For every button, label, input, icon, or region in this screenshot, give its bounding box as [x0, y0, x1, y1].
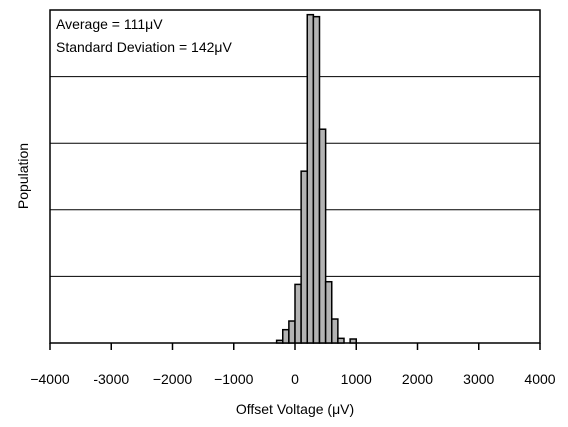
histogram-bar — [337, 337, 345, 344]
histogram-bar — [300, 170, 308, 344]
x-tick-label: 3000 — [463, 371, 494, 387]
grid-lines — [50, 76, 540, 277]
histogram-bar — [312, 15, 321, 344]
histogram-bars — [275, 13, 357, 344]
histogram-bar — [282, 328, 290, 344]
histogram-bar — [294, 283, 302, 344]
histogram-bar — [324, 280, 333, 344]
x-tick-labels: −4000 -3000 −2000 −1000 0 1000 2000 3000 4000 — [30, 371, 555, 387]
histogram-bar — [275, 339, 284, 344]
histogram-bar — [318, 128, 327, 344]
x-tick-label: 4000 — [524, 371, 555, 387]
histogram-bar — [331, 318, 339, 344]
annotation-std-dev: Standard Deviation = 142μV — [56, 39, 232, 55]
x-tick-label: 2000 — [402, 371, 433, 387]
histogram-bar — [349, 338, 357, 344]
annotation-average: Average = 111μV — [56, 16, 163, 32]
histogram-bar — [306, 13, 315, 344]
x-tick-label: -3000 — [93, 371, 129, 387]
x-tick-label: 1000 — [341, 371, 372, 387]
x-tick-label: −2000 — [153, 371, 193, 387]
x-tick-label: −1000 — [214, 371, 254, 387]
x-tick-label: 0 — [291, 371, 299, 387]
y-axis-label: Population — [15, 143, 31, 209]
x-tick-label: −4000 — [30, 371, 70, 387]
histogram-bar — [288, 320, 296, 344]
x-ticks — [49, 343, 541, 350]
x-axis-label: Offset Voltage (μV) — [236, 401, 354, 417]
